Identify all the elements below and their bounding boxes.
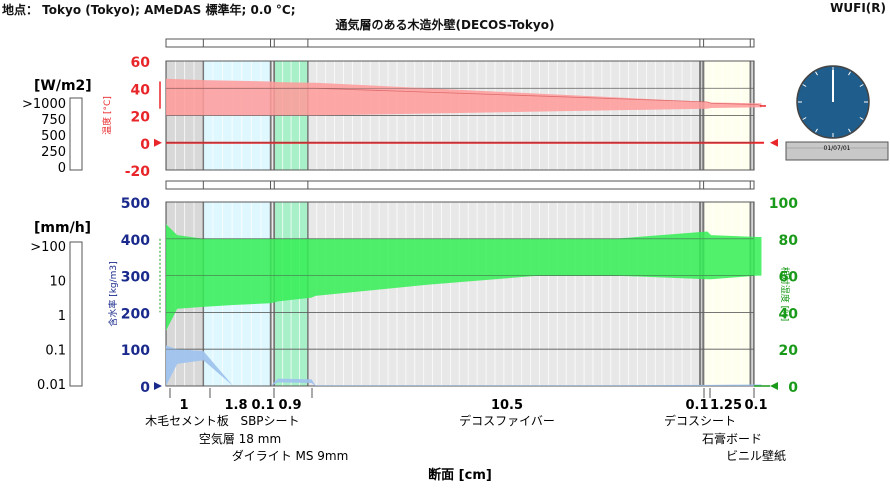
layer-name: ダイライト MS 9mm (232, 448, 349, 463)
temp-tick-label: -20 (125, 164, 151, 180)
temp-left-marker (154, 138, 162, 147)
thickness-label: 0.1 (685, 398, 708, 413)
wc-tick-label: 200 (121, 306, 150, 322)
rain-tick: 1 (58, 309, 66, 324)
radiation-tick: 500 (41, 129, 66, 144)
clock-tick (859, 117, 864, 120)
layer-fill (703, 202, 751, 386)
location-info: 地点： Tokyo (Tokyo); AMeDAS 標準年; 0.0 °C; (2, 3, 296, 17)
layer-name: 石膏ボード (702, 431, 762, 446)
rh-right-marker (770, 382, 778, 390)
wc-tick-label: 0 (140, 380, 150, 396)
brand-label: WUFI(R) (830, 1, 886, 15)
layer-strip (165, 38, 755, 48)
temp-right-marker (770, 138, 778, 147)
layer-name: SBPシート (240, 414, 299, 428)
wc-tick-label: 400 (121, 233, 150, 249)
clock-tick (802, 84, 807, 87)
radiation-bar (69, 97, 83, 171)
rh-tick-label: 40 (779, 306, 799, 322)
rain-bar (69, 241, 83, 387)
thickness-label: 1.8 (224, 398, 247, 413)
layer-name: デコスシート (664, 413, 736, 428)
layer-name: ビニル壁紙 (726, 448, 786, 463)
radiation-tick: >1000 (22, 97, 66, 112)
layer-strip (165, 180, 755, 190)
thickness-label: 0.1 (251, 398, 274, 413)
rain-unit: [mm/h] (34, 220, 91, 236)
wc-tick-label: 500 (121, 196, 150, 212)
clock-tick (848, 71, 851, 76)
chart-title: 通気層のある木造外壁(DECOS-Tokyo) (335, 18, 555, 32)
thickness-label: 1 (179, 398, 188, 413)
layer-name: デコスファイバー (459, 413, 555, 428)
temp-tick-label: 0 (140, 137, 150, 153)
temp-tick-label: 60 (131, 55, 151, 71)
rain-tick: 10 (49, 275, 66, 290)
clock-tick (802, 117, 807, 120)
rain-tick: 0.01 (37, 378, 66, 393)
thickness-label: 1.25 (710, 398, 742, 413)
thickness-label: 0.1 (744, 398, 767, 413)
wc-left-marker (154, 382, 162, 390)
wc-tick-label: 100 (121, 343, 150, 359)
rh-tick-label: 20 (779, 343, 799, 359)
layer-name: 木毛セメント板 (145, 414, 229, 428)
layer-name: 空気層 18 mm (199, 431, 281, 446)
radiation-unit: [W/m2] (34, 78, 92, 94)
thickness-label: 0.9 (278, 398, 301, 413)
rh-tick-label: 60 (779, 270, 799, 286)
rain-tick: >100 (30, 240, 66, 255)
temp-tick-label: 20 (131, 110, 151, 126)
clock-tick (848, 128, 851, 133)
radiation-tick: 750 (41, 113, 66, 128)
rain-tick: 0.1 (45, 344, 66, 359)
temp-axis-label: 温度 [°C] (101, 96, 113, 135)
radiation-tick: 0 (58, 161, 66, 176)
rh-tick-label: 80 (779, 233, 799, 249)
rh-tick-label: 0 (788, 380, 798, 396)
rh-axis-label: 相対湿度 [%] (779, 267, 791, 321)
x-axis-label: 断面 [cm] (428, 467, 492, 483)
clock-tick (815, 71, 818, 76)
clock-date-box (785, 141, 889, 161)
wc-tick-label: 300 (121, 270, 150, 286)
wc-axis-label: 含水率 [kg/m3] (107, 261, 119, 326)
clock-tick (815, 128, 818, 133)
thickness-label: 10.5 (491, 398, 523, 413)
rh-tick-label: 100 (769, 196, 798, 212)
clock-date: 01/07/01 (824, 145, 851, 152)
radiation-tick: 250 (41, 145, 66, 160)
temp-tick-label: 40 (131, 82, 151, 98)
clock-tick (859, 84, 864, 87)
rh-band (166, 224, 762, 331)
